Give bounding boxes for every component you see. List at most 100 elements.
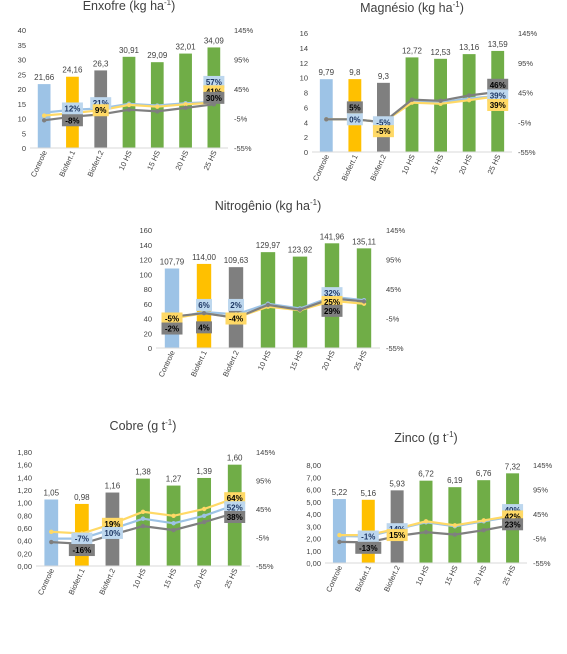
bar-value-label: 6,72 [418, 470, 434, 479]
bar [292, 256, 308, 348]
series-point [140, 509, 146, 515]
series-point [466, 98, 472, 103]
y-tick-label: 0,20 [17, 549, 32, 558]
data-label: 52% [227, 503, 243, 512]
bar-value-label: 135,11 [352, 237, 376, 246]
y-tick-label: 5 [22, 129, 26, 138]
series-point [201, 519, 207, 525]
x-tick-label: 15 HS [443, 564, 460, 587]
data-label-box [346, 113, 363, 126]
data-label-box [487, 78, 509, 91]
data-label-box [224, 501, 246, 514]
x-tick-label: 20 HS [320, 349, 337, 372]
chart-svg: Enxofre (kg ha-1) 0 5 10 15 20 25 30 35 40 -55% -5%… [18, 0, 254, 179]
y-tick-label: 14 [300, 44, 308, 53]
y-tick-label: 0,80 [17, 511, 32, 520]
data-label: 29% [324, 307, 340, 316]
y2-tick-label: -5% [533, 535, 547, 544]
bar-value-label: 1,38 [135, 468, 151, 477]
series-point [201, 506, 207, 512]
y2-tick-label: -55% [256, 562, 274, 571]
data-label-box [487, 89, 509, 102]
y-tick-label: 1,40 [17, 473, 32, 482]
series-point [361, 299, 367, 304]
y-tick-label: 1,00 [306, 547, 321, 556]
x-tick-label: Biofert.2 [97, 567, 117, 596]
y-tick-label: 0 [304, 148, 308, 157]
data-label: -5% [376, 118, 390, 127]
data-label: -8% [65, 116, 79, 125]
y2-tick-label: 145% [386, 226, 406, 235]
x-tick-label: Biofert.1 [67, 567, 87, 596]
x-tick-label: Biofert.2 [368, 153, 388, 182]
series-point [438, 98, 443, 104]
x-tick-label: Biofert.1 [353, 564, 373, 593]
series-point [49, 536, 54, 541]
series-point [183, 102, 188, 107]
x-tick-label: 15 HS [161, 567, 178, 590]
y2-tick-label: 145% [256, 448, 276, 457]
x-tick-label: Controle [29, 149, 49, 179]
x-tick-label: 15 HS [288, 349, 305, 372]
series-point [171, 513, 176, 519]
chart-cobre: Cobre (g t-1) 0,00 0,20 0,40 0,60 0,80 1,00 1,2… [0, 418, 285, 618]
x-tick-label: Biofert.1 [189, 349, 209, 378]
data-label: -7% [75, 535, 89, 544]
bar [164, 268, 180, 348]
data-label: 15% [389, 531, 405, 540]
bar-value-label: 21,66 [34, 73, 55, 82]
data-label-box [203, 75, 225, 88]
bar-value-label: 141,96 [320, 232, 345, 241]
y-tick-label: 2 [304, 133, 308, 142]
data-label: -4% [229, 315, 243, 324]
y2-tick-label: 145% [518, 29, 538, 38]
data-label-box [321, 304, 343, 317]
chart-title: Cobre (g t-1) [110, 418, 177, 433]
bar-value-label: 1,39 [196, 467, 212, 476]
y-tick-label: 0,60 [17, 524, 32, 533]
y2-tick-label: 95% [234, 56, 249, 65]
series-point [423, 519, 429, 524]
y-tick-label: 120 [139, 256, 152, 265]
data-label: -5% [376, 127, 390, 136]
bar-value-label: 13,16 [459, 43, 480, 52]
y-tick-label: 7,00 [306, 473, 321, 482]
chart-svg: Magnésio (kg ha-1) 0 2 4 6 8 10 12 14 16 -55% -5% 45… [300, 0, 538, 183]
bar-value-label: 109,63 [224, 256, 249, 265]
y2-tick-label: 145% [533, 461, 553, 470]
y2-tick-label: -5% [386, 315, 400, 324]
x-tick-label: Biofert.1 [57, 149, 77, 178]
x-tick-label: Biofert.1 [340, 153, 360, 182]
data-label: 4% [198, 323, 210, 332]
series-point [324, 117, 329, 122]
data-label: 5% [349, 103, 361, 112]
data-label-box [196, 321, 212, 334]
y-tick-label: 10 [18, 115, 26, 124]
data-label: -1% [361, 533, 375, 542]
x-tick-label: Controle [311, 153, 331, 183]
chart-title: Enxofre (kg ha-1) [83, 0, 176, 13]
y-tick-label: 15 [18, 100, 26, 109]
y2-tick-label: 95% [533, 486, 548, 495]
bar [179, 53, 192, 149]
data-label: 25% [324, 298, 340, 307]
x-tick-label: 20 HS [472, 564, 489, 587]
series-point [409, 97, 415, 102]
y-tick-label: 35 [18, 41, 26, 50]
data-label: 46% [490, 81, 506, 90]
y-tick-label: 4 [304, 118, 308, 127]
data-label-box [228, 298, 244, 311]
y-tick-label: 6 [304, 103, 308, 112]
y-tick-label: 160 [139, 226, 152, 235]
y2-tick-label: 95% [386, 256, 401, 265]
y2-tick-label: 145% [234, 26, 254, 35]
x-tick-label: Controle [36, 567, 56, 597]
data-label-box [372, 125, 394, 138]
bar-value-label: 30,91 [119, 46, 140, 55]
data-label: 23% [505, 520, 521, 529]
series-point [155, 104, 160, 109]
y-tick-label: 0,00 [306, 559, 321, 568]
chart-title: Nitrogênio (kg ha-1) [215, 198, 322, 213]
series-point [423, 529, 429, 535]
data-label-box [386, 529, 408, 542]
